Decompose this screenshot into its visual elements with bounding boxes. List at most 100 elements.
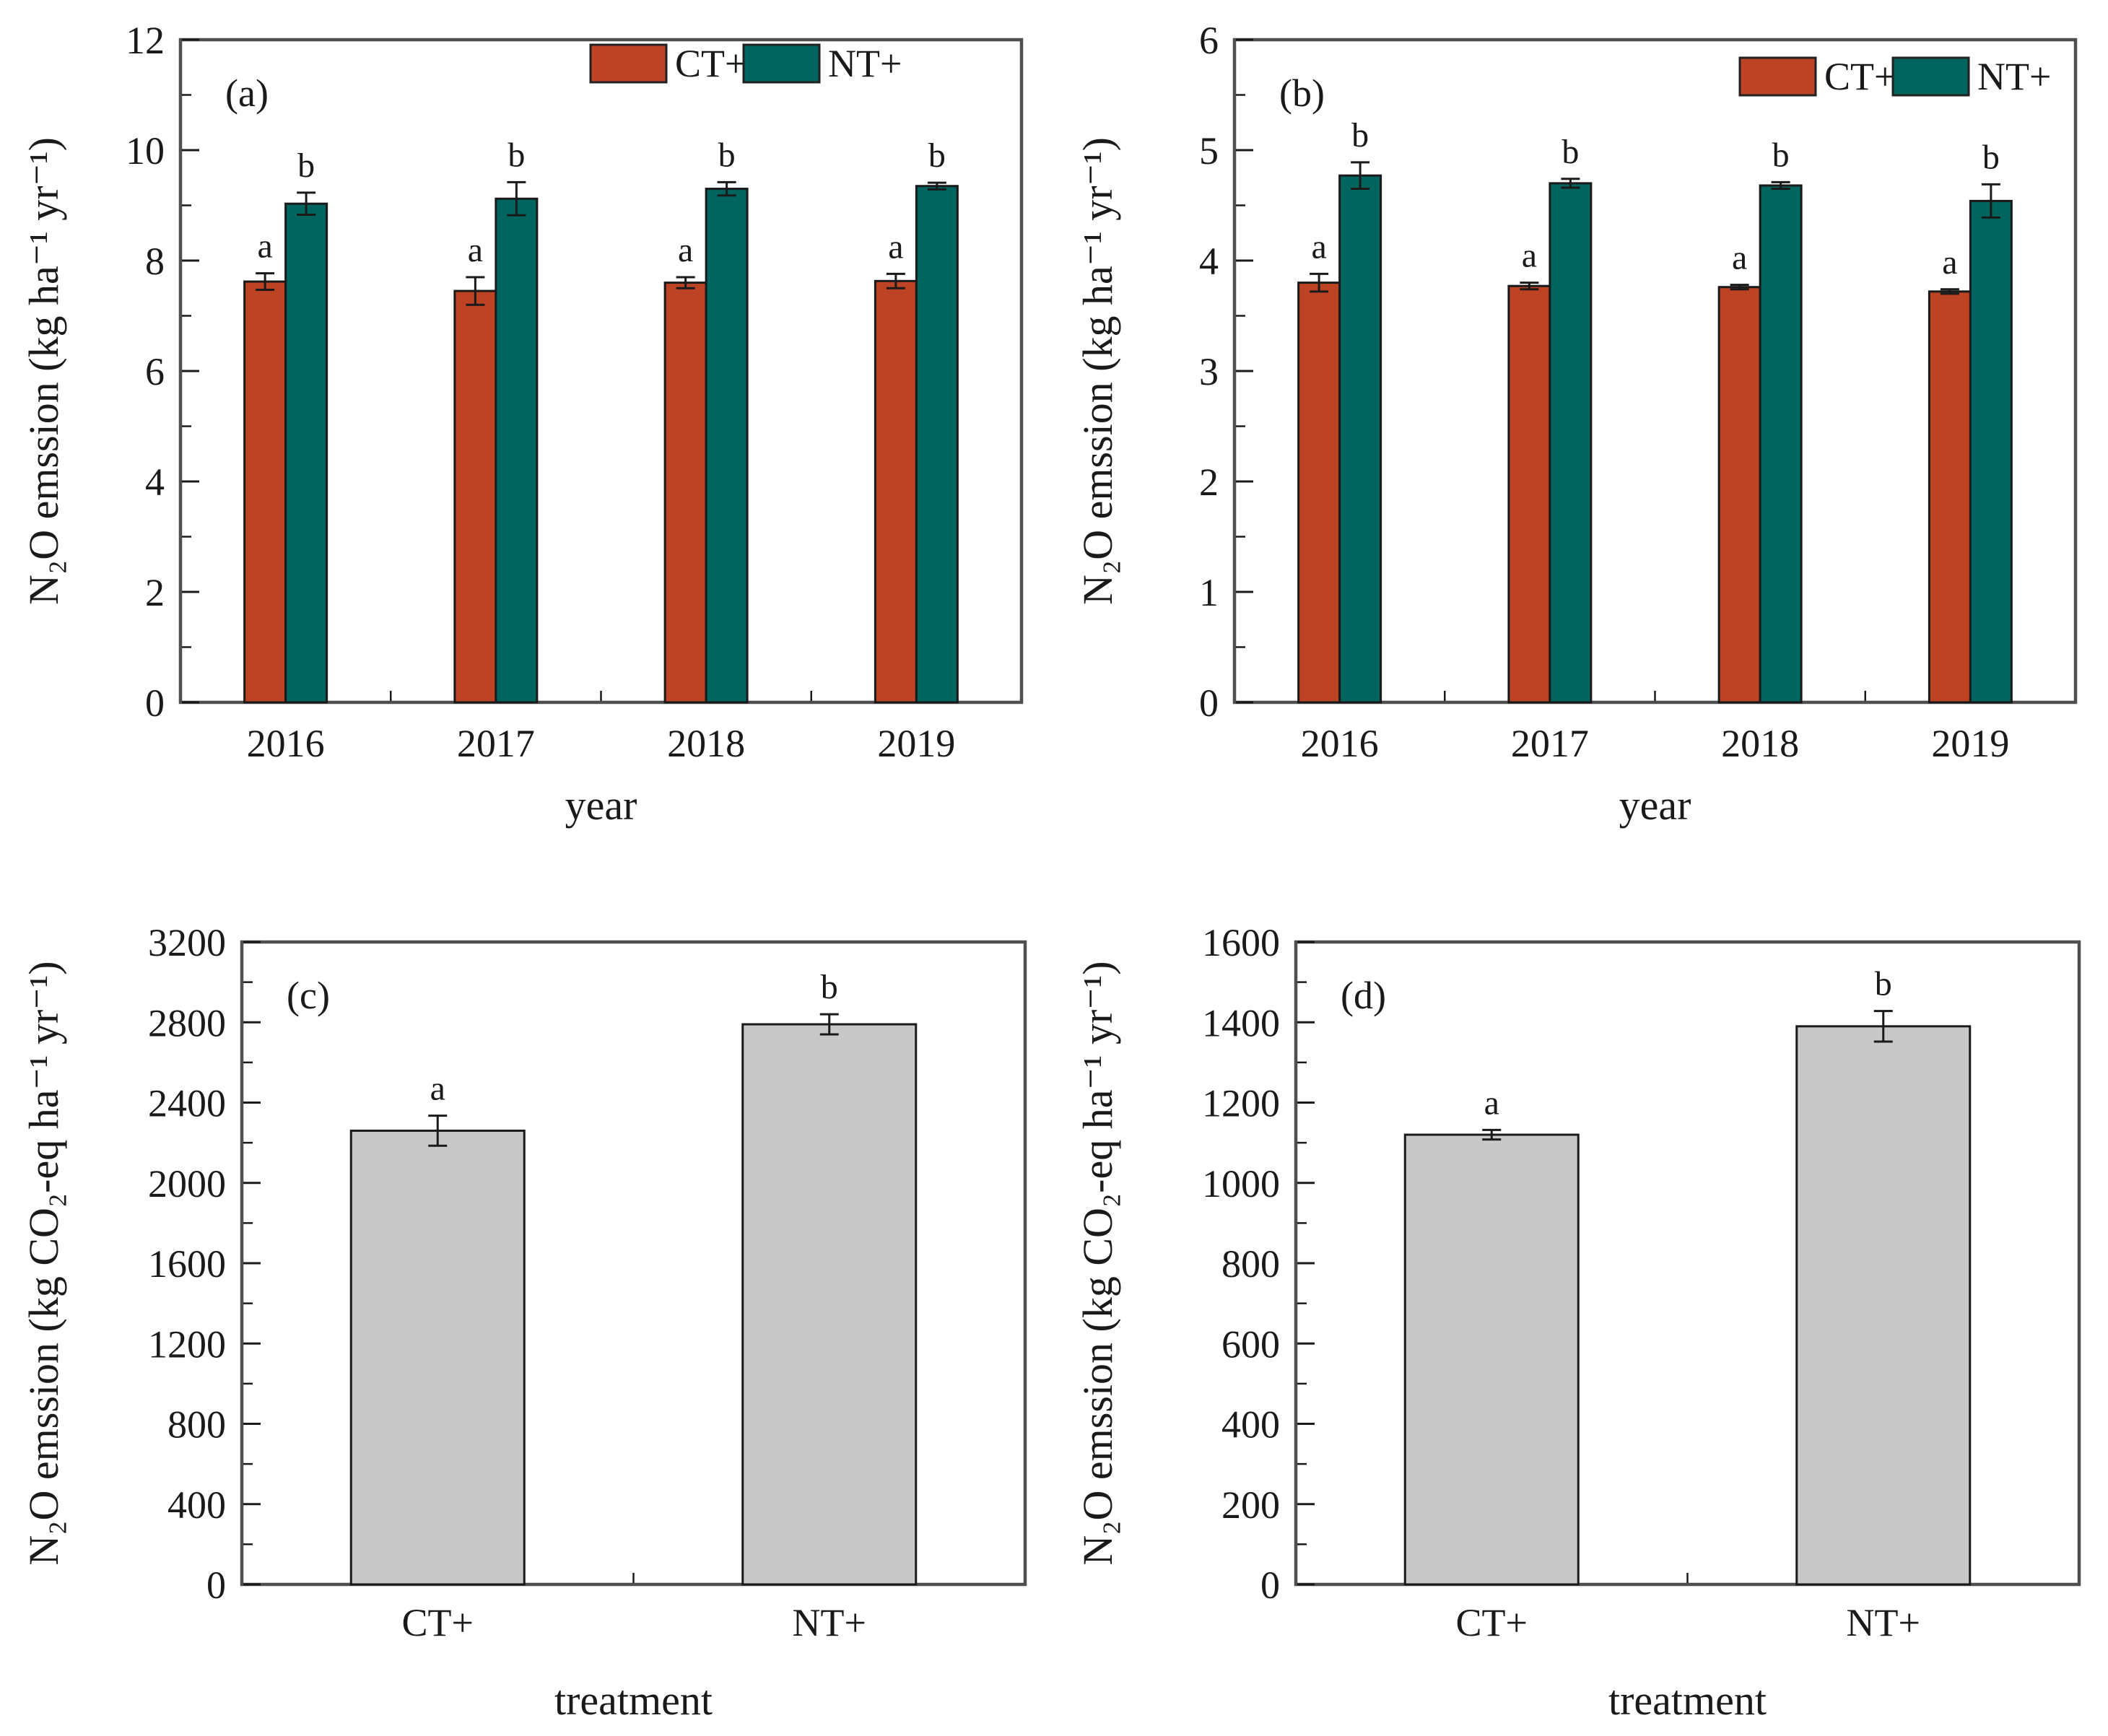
y-tick-label: 12: [126, 19, 165, 62]
y-tick-label: 4: [145, 461, 165, 504]
plot-frame: [1232, 38, 2078, 705]
y-axis-title: N₂O emssion (kg CO₂-eq ha⁻¹ yr⁻¹): [20, 961, 67, 1565]
x-axis-title: year: [1619, 782, 1691, 829]
y-tick-label: 2400: [148, 1082, 226, 1125]
y-axis-title: N₂O emssion (kg ha⁻¹ yr⁻¹): [20, 137, 67, 605]
significance-letter: a: [430, 1070, 445, 1108]
x-tick-label: 2017: [457, 722, 535, 765]
panel-c: 0 400 800 1200 1600 2000 2400 2800 3200 CT+ NT+ tre…: [0, 866, 1054, 1732]
bar-NT+-2016: [1338, 174, 1382, 704]
x-tick-label: 2016: [1301, 722, 1379, 765]
y-axis-title: N₂O emssion (kg ha⁻¹ yr⁻¹): [1074, 137, 1121, 605]
bar-NT+-2017: [495, 197, 539, 704]
bar-CT+-2018: [1717, 286, 1761, 704]
x-tick-label: 2019: [877, 722, 955, 765]
y-tick-label: 0: [1260, 1563, 1280, 1607]
significance-letter: b: [1562, 133, 1579, 171]
significance-letter: a: [1522, 237, 1537, 275]
legend-label: NT+: [828, 42, 902, 85]
y-tick-label: 8: [145, 240, 165, 283]
x-tick-label: 2016: [247, 722, 325, 765]
y-tick-label: 400: [167, 1483, 226, 1527]
bar-CT+-2016: [1297, 282, 1341, 704]
y-tick-label: 0: [206, 1563, 226, 1607]
y-tick-label: 10: [126, 129, 165, 173]
y-tick-label: 5: [1199, 129, 1219, 173]
significance-letter: a: [888, 227, 903, 266]
bar-NT+-2017: [1549, 182, 1593, 704]
legend-swatch-nt: [742, 43, 821, 84]
y-tick-label: 0: [1199, 681, 1219, 725]
significance-letter: b: [928, 136, 946, 175]
legend-label: CT+: [675, 42, 746, 85]
y-tick-label: 2: [145, 571, 165, 614]
significance-letter: b: [1982, 138, 2000, 176]
panel-d-chart: 0 200 400 600 800 1000 1200 1400 1600 CT+ NT+ treat…: [1074, 921, 2081, 1724]
y-tick-label: 200: [1221, 1483, 1280, 1527]
bar-CT+-2019: [1928, 290, 1972, 704]
plot-frame: [240, 940, 1027, 1587]
significance-letter: b: [297, 147, 315, 185]
y-tick-label: 1200: [1202, 1082, 1280, 1125]
legend-label: NT+: [1977, 55, 2051, 98]
y-tick-label: 2: [1199, 461, 1219, 504]
panel-d: 0 200 400 600 800 1000 1200 1400 1600 CT+ NT+ treat…: [1054, 866, 2108, 1732]
significance-letter: b: [1875, 965, 1892, 1003]
panel-letter: (b): [1279, 71, 1325, 115]
significance-letter: a: [468, 231, 483, 269]
y-axis-title: N₂O emssion (kg CO₂-eq ha⁻¹ yr⁻¹): [1074, 961, 1121, 1565]
x-tick-label: CT+: [402, 1601, 474, 1644]
plot-frame: [178, 38, 1024, 705]
panel-c-chart: 0 400 800 1200 1600 2000 2400 2800 3200 CT+ NT+ tre…: [20, 921, 1027, 1724]
panel-letter: (a): [225, 71, 269, 115]
panel-letter: (d): [1341, 974, 1386, 1017]
bar-NT+-2019: [915, 185, 959, 704]
bar-NT+-2019: [1969, 199, 2013, 704]
panel-b-chart: 0 1 2 3 4 5 6 2016 2017 2018 2019 year N₂O emssion (…: [1074, 19, 2078, 829]
bar-CT+-2017: [1507, 284, 1551, 704]
y-tick-label: 2800: [148, 1001, 226, 1044]
plot-frame: [1294, 940, 2081, 1587]
y-tick-label: 6: [145, 350, 165, 393]
y-tick-label: 0: [145, 681, 165, 725]
x-tick-label: 2018: [1721, 722, 1799, 765]
x-tick-label: CT+: [1456, 1601, 1528, 1644]
panel-b: 0 1 2 3 4 5 6 2016 2017 2018 2019 year N₂O emssion (…: [1054, 0, 2108, 866]
x-axis-title: year: [565, 782, 637, 829]
y-tick-label: 4: [1199, 240, 1219, 283]
bar-CT+-2017: [453, 289, 497, 704]
significance-letter: a: [1732, 239, 1747, 277]
significance-letter: b: [718, 136, 736, 174]
y-tick-label: 400: [1221, 1403, 1280, 1447]
y-tick-label: 6: [1199, 19, 1219, 62]
x-tick-label: 2017: [1511, 722, 1589, 765]
significance-letter: a: [1942, 243, 1957, 282]
significance-letter: b: [821, 968, 838, 1006]
legend-swatch-ct: [1738, 56, 1817, 97]
bar-value-NT+: [741, 1023, 918, 1586]
y-tick-label: 1400: [1202, 1001, 1280, 1044]
y-tick-label: 1600: [148, 1242, 226, 1286]
x-tick-label: NT+: [1847, 1601, 1920, 1644]
significance-letter: b: [508, 136, 525, 174]
y-tick-label: 600: [1221, 1322, 1280, 1366]
y-tick-label: 3: [1199, 350, 1219, 393]
significance-letter: a: [257, 227, 272, 266]
x-tick-label: NT+: [793, 1601, 866, 1644]
x-tick-label: 2018: [667, 722, 745, 765]
bar-value-CT+: [1403, 1133, 1580, 1586]
bar-value-NT+: [1795, 1025, 1972, 1586]
x-axis-title: treatment: [554, 1677, 713, 1724]
significance-letter: a: [1311, 227, 1326, 266]
y-tick-label: 1: [1199, 571, 1219, 614]
x-tick-label: 2019: [1931, 722, 2009, 765]
bar-NT+-2016: [284, 202, 328, 704]
bar-NT+-2018: [705, 188, 749, 704]
legend-swatch-ct: [589, 43, 668, 84]
bar-NT+-2018: [1759, 184, 1803, 704]
y-tick-label: 800: [167, 1403, 226, 1447]
y-tick-label: 2000: [148, 1162, 226, 1205]
significance-letter: a: [678, 231, 693, 269]
y-tick-label: 1000: [1202, 1162, 1280, 1205]
